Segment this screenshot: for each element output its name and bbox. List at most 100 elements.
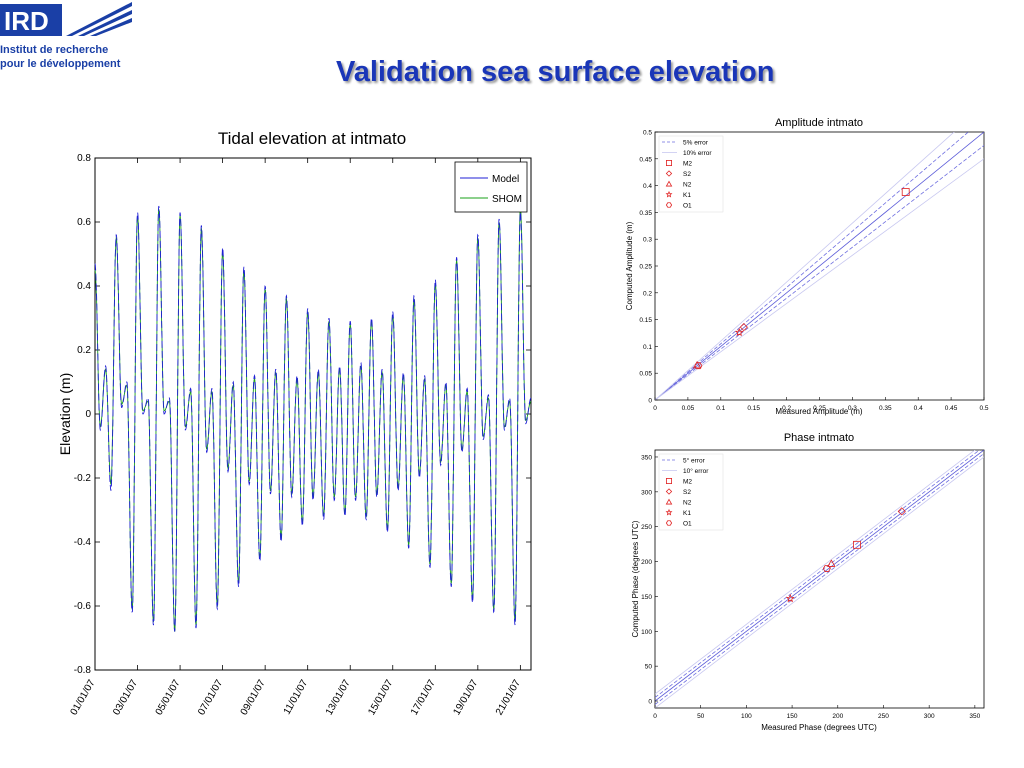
legend-box — [454, 161, 528, 213]
x-tick-label: 250 — [878, 713, 889, 720]
chart-title: Tidal elevation at intmato — [218, 129, 406, 148]
tidal-elevation-chart: Tidal elevation at intmato 0.8 0.6 0.4 0.2 0… — [57, 129, 532, 718]
y-tick-label: 0.2 — [643, 290, 652, 297]
x-tick-label: 21/01/07 — [494, 678, 523, 718]
legend-marker — [665, 520, 673, 526]
x-tick-label: 07/01/07 — [196, 678, 225, 718]
y-tick-label: 0.3 — [643, 237, 652, 244]
legend-marker — [665, 180, 673, 187]
y-axis-label: Elevation (m) — [57, 373, 73, 455]
y-tick-label: 250 — [641, 524, 652, 531]
point-m2 — [901, 188, 910, 196]
legend-marker — [665, 170, 673, 177]
x-tick-label: 350 — [969, 713, 980, 720]
y-axis-label: Computed Amplitude (m) — [625, 221, 634, 310]
logo-subtitle-line2: pour le développement — [0, 58, 121, 70]
one-to-one-line — [655, 132, 984, 400]
y-tick-label: 0.35 — [639, 210, 652, 217]
logo-subtitle-line1: Institut de recherche — [0, 44, 109, 56]
error-10deg-lower — [655, 456, 984, 708]
legend-label: 10° error — [683, 467, 709, 475]
y-tick-label: 0.2 — [77, 345, 91, 356]
x-axis-label: Measured Phase (degrees UTC) — [761, 723, 877, 732]
x-tick-label: 0.2 — [782, 405, 791, 412]
x-tick-label: 15/01/07 — [366, 678, 395, 718]
phase-scatter-chart: Phase intmato 0 50 100 150 200 250 300 350 350 30… — [631, 432, 985, 732]
point-s2 — [897, 507, 906, 516]
legend-label-shom: SHOM — [492, 194, 522, 205]
logo-text: IRD — [4, 6, 49, 36]
legend: Model SHOM — [454, 161, 528, 213]
legend-label: 5° error — [683, 456, 706, 464]
one-to-one-line — [655, 450, 984, 702]
x-tick-label: 01/01/07 — [69, 678, 98, 718]
ird-logo: IRD — [0, 2, 132, 36]
logo-swoosh — [66, 2, 132, 36]
x-tick-label: 0.5 — [979, 405, 988, 412]
legend-label: K1 — [683, 510, 691, 517]
y-tick-label: 0.25 — [639, 264, 652, 271]
x-tick-label: 0.25 — [813, 405, 826, 412]
chart-title: Phase intmato — [784, 432, 854, 444]
legend-label: O1 — [683, 520, 692, 527]
legend-label: K1 — [683, 192, 691, 199]
x-tick-label: 0.4 — [914, 405, 923, 412]
x-tick-label: 13/01/07 — [324, 678, 353, 718]
y-tick-label: 50 — [645, 664, 653, 671]
y-tick-label: 0 — [85, 409, 91, 420]
legend-label: N2 — [683, 181, 692, 188]
y-tick-label: 0.4 — [77, 281, 91, 292]
chart-title: Amplitude intmato — [775, 117, 863, 129]
x-tick-label: 0.1 — [716, 405, 725, 412]
error-10deg-upper — [655, 450, 976, 695]
legend-label: 5% error — [683, 139, 709, 146]
x-tick-label: 300 — [924, 713, 935, 720]
legend-label: M2 — [683, 478, 692, 485]
legend-marker — [666, 478, 673, 485]
legend-label-model: Model — [492, 174, 519, 185]
logo-block — [0, 4, 62, 36]
point-n2 — [827, 559, 836, 567]
logo-swoosh — [78, 10, 132, 36]
legend-box — [658, 453, 724, 531]
y-tick-label: 300 — [641, 489, 652, 496]
point-k1 — [734, 327, 744, 337]
legend-label: S2 — [683, 171, 691, 178]
x-axis-label: Measured Amplitude (m) — [775, 407, 862, 416]
y-tick-label: 100 — [641, 629, 652, 636]
point-m2 — [853, 540, 861, 549]
point-s2 — [739, 323, 748, 332]
x-tick-label: 150 — [787, 713, 798, 720]
legend: 5° error 10° error M2 S2 N2 K1 O1 — [658, 453, 724, 531]
error-5pct-lower — [655, 145, 984, 400]
x-tick-label: 05/01/07 — [154, 678, 183, 718]
error-5deg-upper — [655, 450, 981, 698]
legend-label: O1 — [683, 202, 692, 209]
legend-marker — [665, 488, 673, 495]
y-tick-label: 0.6 — [77, 217, 91, 228]
y-tick-label: 0.5 — [643, 130, 652, 137]
y-tick-label: 0 — [648, 699, 652, 706]
legend-marker — [666, 160, 673, 167]
y-tick-label: 0.45 — [639, 156, 652, 163]
x-tick-label: 200 — [832, 713, 843, 720]
error-10pct-upper — [655, 132, 955, 400]
legend-label: 10% error — [683, 150, 712, 157]
amplitude-scatter-chart: Amplitude intmato 0 0.05 0.1 0.15 0.2 0.25 0.3… — [625, 117, 989, 416]
y-tick-label: 0.05 — [639, 371, 652, 378]
x-tick-label: 0 — [653, 713, 657, 720]
legend-marker — [665, 202, 673, 208]
x-tick-label: 11/01/07 — [282, 678, 311, 717]
y-tick-label: -0.2 — [74, 473, 92, 484]
y-tick-label: -0.8 — [74, 665, 92, 676]
y-tick-label: 0.4 — [643, 183, 652, 190]
legend-label: S2 — [683, 489, 691, 496]
y-tick-label: 0.8 — [77, 153, 91, 164]
error-10pct-lower — [655, 158, 984, 400]
legend-box — [658, 135, 724, 213]
x-tick-label: 0.35 — [879, 405, 892, 412]
legend-marker — [665, 190, 673, 198]
point-k1 — [785, 593, 795, 603]
slide-title: Validation sea surface elevation — [336, 56, 775, 88]
y-tick-label: 0 — [648, 398, 652, 405]
